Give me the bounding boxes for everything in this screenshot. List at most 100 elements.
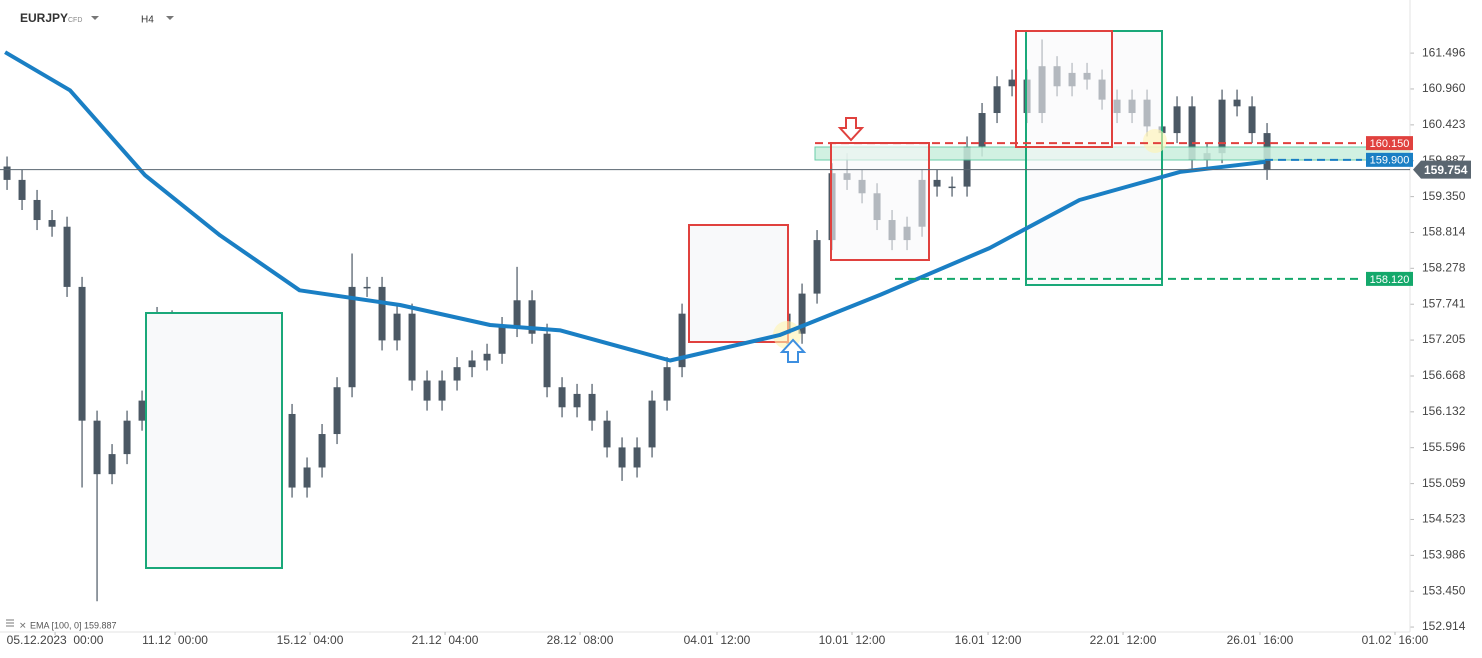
annotations [145, 30, 1411, 569]
box [1025, 30, 1163, 286]
level-tag-label: 159.900 [1370, 155, 1410, 167]
candle-body [933, 179, 941, 187]
candle-body [3, 166, 11, 180]
x-tick-label: 21.12 04:00 [412, 633, 479, 647]
candle-body [378, 286, 386, 341]
candle-body [483, 353, 491, 361]
candle-body [63, 226, 71, 287]
arrow-down [837, 117, 865, 142]
box [145, 312, 283, 569]
level-tag [1366, 152, 1413, 167]
indicator-icon[interactable] [6, 619, 14, 627]
candle-body [453, 367, 461, 381]
candle-body [963, 146, 971, 187]
dropdown[interactable] [166, 16, 174, 20]
candle-body [18, 179, 26, 200]
candle-body [423, 380, 431, 401]
price-tag-label: 159.754 [1424, 163, 1468, 177]
box [1015, 30, 1113, 148]
symbol-kind: CFD [68, 17, 82, 24]
x-tick-label: 01.02 16:00 [1362, 633, 1429, 647]
y-tick-label: 153.450 [1422, 583, 1466, 597]
candle-body [978, 113, 986, 147]
candle-body [1188, 106, 1196, 160]
x-tick-label: 15.12 04:00 [277, 633, 344, 647]
indicator-close[interactable]: ✕ [19, 620, 27, 630]
candle-body [1218, 99, 1226, 154]
candle-body [408, 313, 416, 381]
y-tick-label: 156.132 [1422, 404, 1466, 418]
y-tick-label: 157.205 [1422, 332, 1466, 346]
x-tick-label: 11.12 00:00 [142, 633, 208, 647]
candle-body [798, 293, 806, 334]
y-tick-label: 158.278 [1422, 260, 1466, 274]
candle-body [513, 300, 521, 328]
candle-body [1008, 79, 1016, 87]
box [688, 224, 789, 343]
symbol[interactable]: EURJPY [20, 11, 68, 25]
candle-body [78, 286, 86, 421]
candle-body [528, 300, 536, 334]
level-tag-label: 160.150 [1370, 138, 1410, 150]
x-tick-label: 28.12 08:00 [547, 633, 614, 647]
candle-body [948, 186, 956, 189]
candle-body [303, 467, 311, 488]
candle-body [663, 367, 671, 401]
candle-body [348, 286, 356, 388]
candle-body [1248, 106, 1256, 134]
arrow-up [779, 338, 807, 363]
candle-body [558, 387, 566, 408]
highlight [1143, 129, 1167, 153]
candle-body [33, 199, 41, 221]
x-tick-label: 22.01 12:00 [1090, 633, 1157, 647]
y-tick-label: 159.350 [1422, 189, 1466, 203]
candle-body [813, 240, 821, 294]
y-tick-label: 155.596 [1422, 440, 1466, 454]
y-tick-label: 157.741 [1422, 296, 1466, 310]
level-tag [1366, 271, 1413, 286]
y-tick-label: 161.496 [1422, 45, 1466, 59]
candle-body [123, 420, 131, 455]
candle-body [633, 447, 641, 468]
x-tick-label: 05.12.2023 00:00 [7, 633, 104, 647]
x-tick-label: 04.01 12:00 [684, 633, 751, 647]
level-tag [1366, 136, 1413, 151]
ema-line [4, 50, 1266, 363]
box [830, 142, 930, 261]
candle-body [618, 447, 626, 468]
candle-body [108, 454, 116, 475]
candle-body [363, 286, 371, 289]
price-tag [1413, 160, 1471, 179]
dropdown[interactable] [91, 16, 99, 20]
candle-body [468, 360, 476, 368]
candle-body [93, 420, 101, 475]
candle-body [1173, 106, 1181, 134]
candle-body [393, 313, 401, 341]
candle-body [48, 220, 56, 227]
candle-body [498, 327, 506, 354]
y-tick-label: 152.914 [1422, 619, 1466, 633]
candle-body [993, 86, 1001, 114]
candle-body [588, 393, 596, 421]
y-tick-label: 160.960 [1422, 81, 1466, 95]
level-tag-label: 158.120 [1370, 274, 1410, 286]
y-tick-label: 158.814 [1422, 225, 1466, 239]
candle-body [1233, 99, 1241, 107]
y-tick-label: 160.423 [1422, 117, 1466, 131]
candle-body [648, 400, 656, 448]
candle-body [318, 434, 326, 468]
candle-body [333, 387, 341, 435]
candle-body [288, 413, 296, 488]
candle-body [138, 400, 146, 421]
candle-body [543, 333, 551, 388]
y-tick-label: 155.059 [1422, 476, 1466, 490]
y-tick-label: 154.523 [1422, 512, 1466, 526]
candle-body [678, 313, 686, 368]
interval[interactable]: H4 [141, 15, 154, 26]
candle-body [438, 380, 446, 401]
candle-body [603, 420, 611, 448]
y-tick-label: 156.668 [1422, 368, 1466, 382]
y-tick-label: 153.986 [1422, 548, 1466, 562]
